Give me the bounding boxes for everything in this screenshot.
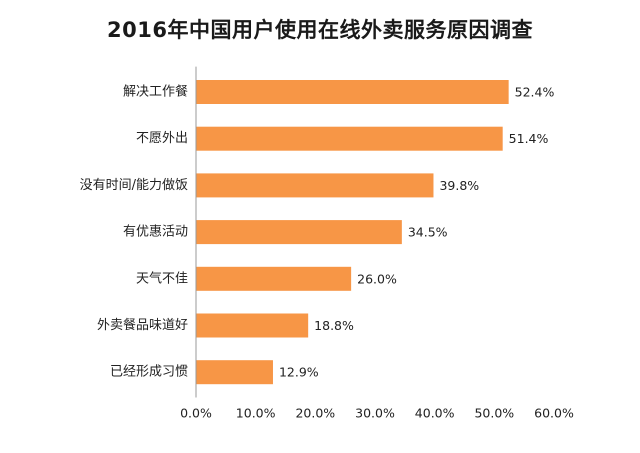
category-label: 解决工作餐: [123, 84, 188, 100]
value-label: 51.4%: [509, 131, 549, 146]
x-tick-label: 50.0%: [474, 406, 514, 421]
value-label: 26.0%: [357, 271, 397, 286]
labels-layer: 解决工作餐 52.4% 不愿外出 51.4% 没有时间/能力做饭 39.8% 有优惠活动 34…: [80, 84, 555, 380]
category-label: 不愿外出: [136, 131, 188, 146]
x-tick-label: 30.0%: [355, 406, 395, 421]
bar-2: [196, 173, 434, 198]
category-label: 外卖餐品味道好: [97, 317, 188, 333]
x-tick-label: 40.0%: [415, 406, 455, 421]
chart-title: 2016年中国用户使用在线外卖服务原因调查: [107, 18, 533, 42]
bar-5: [196, 313, 309, 338]
bars-layer: [196, 80, 509, 385]
x-tick-label: 10.0%: [236, 406, 276, 421]
bar-1: [196, 126, 503, 151]
category-label: 已经形成习惯: [110, 364, 188, 380]
category-label: 天气不佳: [136, 270, 188, 286]
value-label: 12.9%: [279, 365, 319, 380]
x-tick-label: 20.0%: [295, 406, 335, 421]
value-label: 18.8%: [314, 318, 354, 333]
bar-3: [196, 220, 402, 245]
bar-6: [196, 360, 273, 385]
bar-0: [196, 80, 509, 104]
x-tick-label: 0.0%: [180, 406, 212, 421]
x-tick-labels: 0.0% 10.0% 20.0% 30.0% 40.0% 50.0% 60.0%: [180, 406, 574, 421]
category-label: 没有时间/能力做饭: [80, 178, 188, 193]
value-label: 39.8%: [439, 178, 479, 193]
x-tick-label: 60.0%: [534, 406, 574, 421]
category-label: 有优惠活动: [123, 225, 188, 240]
bar-4: [196, 266, 352, 291]
value-label: 52.4%: [515, 85, 555, 100]
value-label: 34.5%: [408, 225, 448, 240]
